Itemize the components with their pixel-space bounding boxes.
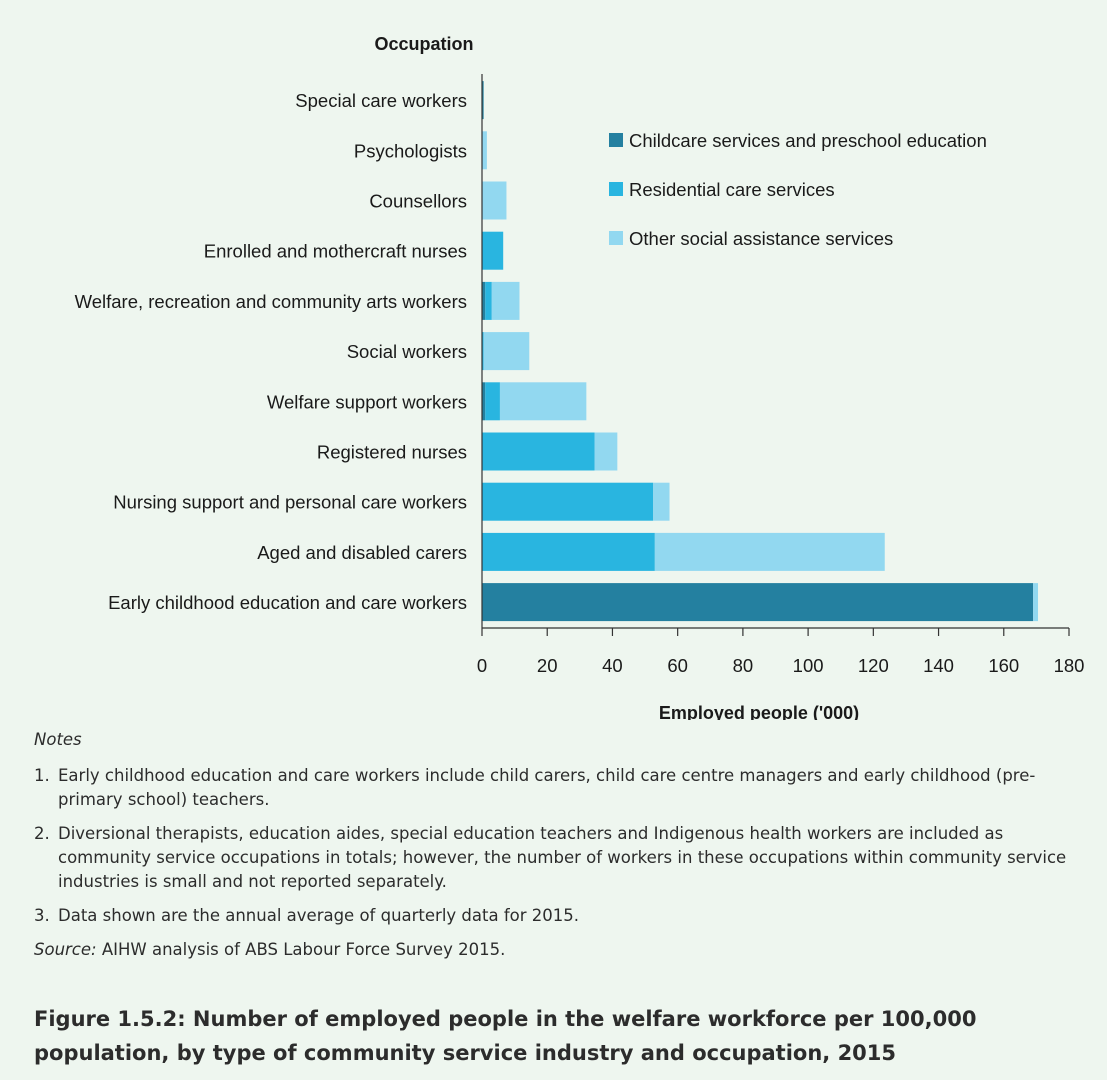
category-label: Psychologists xyxy=(354,140,467,161)
bar-segment xyxy=(482,81,484,120)
bar-segment xyxy=(482,281,486,320)
x-tick-label: 120 xyxy=(858,655,889,676)
category-label: Social workers xyxy=(347,341,467,362)
x-ticks: 0 20 40 60 80 100 120 140 160 180 xyxy=(477,628,1085,676)
legend-swatch xyxy=(609,182,623,196)
legend-swatch xyxy=(609,231,623,245)
note-item: 3. Data shown are the annual average of … xyxy=(34,904,1094,928)
category-label: Registered nurses xyxy=(317,442,467,463)
note-item: 2. Diversional therapists, education aid… xyxy=(34,822,1094,894)
bar-segment xyxy=(482,583,1034,622)
legend: Childcare services and preschool educati… xyxy=(609,130,987,249)
bar-segment xyxy=(485,382,500,421)
bar-segment xyxy=(482,131,487,170)
category-label: Enrolled and mothercraft nurses xyxy=(204,241,467,262)
source-label: Source: xyxy=(34,940,97,959)
category-labels: Special care workers Psychologists Counsel… xyxy=(75,90,467,613)
bar-segment xyxy=(482,181,507,220)
notes-heading: Notes xyxy=(34,730,82,749)
figure-caption: Figure 1.5.2: Number of employed people … xyxy=(34,1007,977,1065)
bar-segment xyxy=(482,482,654,521)
bar-segment xyxy=(491,281,520,320)
x-tick-label: 60 xyxy=(667,655,688,676)
category-label: Counsellors xyxy=(369,191,467,212)
bar-segment xyxy=(482,332,484,371)
x-tick-label: 40 xyxy=(602,655,623,676)
note-item: 1. Early childhood education and care wo… xyxy=(34,764,1094,812)
legend-label: Childcare services and preschool educati… xyxy=(629,130,987,151)
x-tick-label: 140 xyxy=(923,655,954,676)
category-label: Nursing support and personal care worker… xyxy=(113,492,467,513)
note-text: Early childhood education and care worke… xyxy=(58,766,1036,809)
bar-segment xyxy=(1033,583,1039,622)
stacked-bar-chart: Occupation Special care workers Psycholog… xyxy=(75,34,1085,720)
legend-label: Other social assistance services xyxy=(629,228,893,249)
category-label: Special care workers xyxy=(295,90,467,111)
bar-segment xyxy=(485,281,492,320)
bars-group xyxy=(482,81,1039,622)
x-tick-label: 160 xyxy=(988,655,1019,676)
source-line: Source: AIHW analysis of ABS Labour Forc… xyxy=(34,938,1094,962)
bar-segment xyxy=(482,532,655,571)
x-axis-label: Employed people ('000) xyxy=(659,703,859,720)
bar-segment xyxy=(482,432,595,471)
source-text: AIHW analysis of ABS Labour Force Survey… xyxy=(96,940,506,959)
x-tick-label: 20 xyxy=(537,655,558,676)
bar-segment xyxy=(482,382,486,421)
x-tick-label: 0 xyxy=(477,655,487,676)
legend-label: Residential care services xyxy=(629,179,835,200)
bar-segment xyxy=(499,382,587,421)
x-tick-label: 100 xyxy=(793,655,824,676)
bar-segment xyxy=(482,231,504,270)
note-text: Diversional therapists, education aides,… xyxy=(58,824,1067,891)
note-number: 3. xyxy=(34,906,50,925)
legend-swatch xyxy=(609,133,623,147)
x-axis xyxy=(481,74,1069,629)
note-text: Data shown are the annual average of qua… xyxy=(58,906,580,925)
bar-segment xyxy=(654,532,885,571)
category-label: Early childhood education and care worke… xyxy=(108,592,467,613)
category-label: Welfare, recreation and community arts w… xyxy=(75,291,467,312)
note-number: 2. xyxy=(34,824,50,843)
category-label: Aged and disabled carers xyxy=(257,542,467,563)
y-axis-title: Occupation xyxy=(374,34,473,54)
x-tick-label: 180 xyxy=(1054,655,1085,676)
note-number: 1. xyxy=(34,766,50,785)
bar-segment xyxy=(653,482,670,521)
notes-section: Notes 1. Early childhood education and c… xyxy=(34,728,1094,962)
category-label: Welfare support workers xyxy=(267,391,467,412)
x-tick-label: 80 xyxy=(733,655,754,676)
bar-segment xyxy=(483,332,530,371)
bar-segment xyxy=(594,432,618,471)
